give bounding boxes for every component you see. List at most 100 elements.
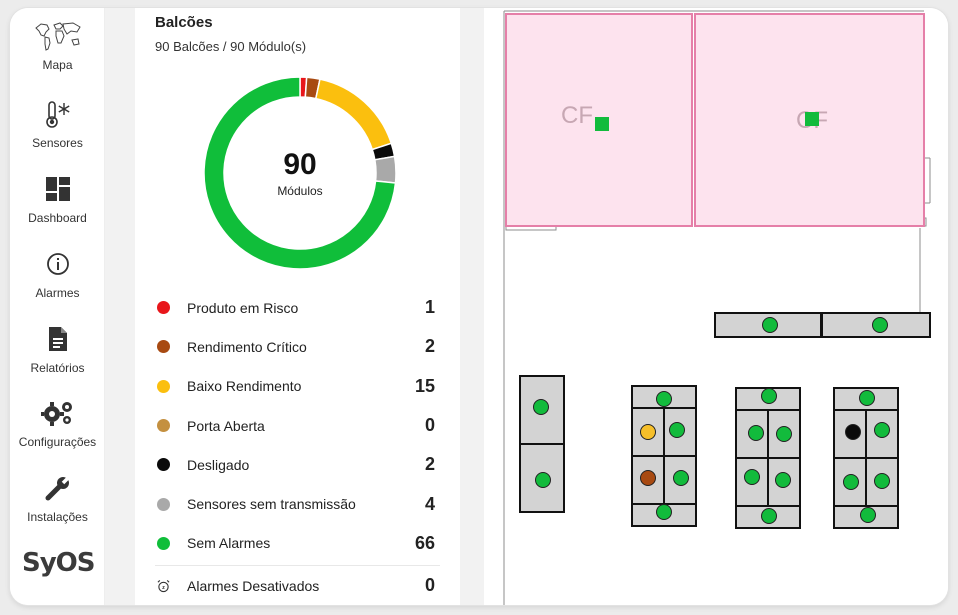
legend-label: Sem Alarmes xyxy=(187,535,271,552)
display-module[interactable] xyxy=(767,409,801,459)
module-sensor-20[interactable] xyxy=(874,473,890,489)
module-sensor-5[interactable] xyxy=(640,424,656,440)
floor-plan: CF CF xyxy=(503,10,931,605)
legend-count: 66 xyxy=(414,532,435,553)
display-modules xyxy=(519,312,931,529)
status-dot xyxy=(157,419,170,433)
sidebar: Mapa Sensores xyxy=(10,8,105,605)
module-sensor-15[interactable] xyxy=(761,508,777,524)
sidebar-item-label: Configurações xyxy=(18,435,97,449)
gutter xyxy=(460,8,484,605)
legend-label: Desligado xyxy=(187,456,250,473)
alarm-clock-off-icon: z xyxy=(157,579,170,593)
app-frame: Mapa Sensores xyxy=(10,8,948,605)
donut-center: 90 Módulos xyxy=(195,68,405,278)
module-sensor-16[interactable] xyxy=(859,390,875,406)
info-icon xyxy=(46,246,70,282)
dashboard-icon xyxy=(45,171,71,207)
legend-row-baixo-rendimento[interactable]: Baixo Rendimento 15 xyxy=(153,367,443,406)
module-sensor-10[interactable] xyxy=(761,388,777,404)
cold-room-label: CF xyxy=(561,102,593,129)
module-sensor-9[interactable] xyxy=(656,504,672,520)
gears-icon xyxy=(40,395,75,431)
cold-room-1[interactable]: CF xyxy=(505,13,693,227)
legend-label: Baixo Rendimento xyxy=(187,378,302,395)
total-modules: 90 xyxy=(283,148,317,181)
store-floor-map[interactable]: CF CF xyxy=(484,8,948,605)
status-dot xyxy=(157,379,170,393)
legend-count: 4 xyxy=(424,493,435,514)
legend-row-alarmes-desativados[interactable]: z Alarmes Desativados 0 xyxy=(153,566,443,605)
module-sensor-19[interactable] xyxy=(843,474,859,490)
legend-row-desligado[interactable]: Desligado 2 xyxy=(153,445,443,484)
module-sensor-3[interactable] xyxy=(535,472,551,488)
legend-row-rendimento-critico[interactable]: Rendimento Crítico 2 xyxy=(153,327,443,366)
donut-slice-6[interactable] xyxy=(203,76,397,270)
sidebar-item-sensores[interactable]: Sensores xyxy=(10,96,105,164)
syos-logo: SyOS xyxy=(22,548,96,592)
status-dot xyxy=(157,458,170,472)
wrench-icon xyxy=(44,470,72,506)
legend-count: 15 xyxy=(414,375,435,396)
legend-row-sensores-sem-transmissao[interactable]: Sensores sem transmissão 4 xyxy=(153,484,443,523)
room-sensor[interactable] xyxy=(805,112,819,126)
panel-subtitle: 90 Balcões / 90 Módulo(s) xyxy=(155,39,307,54)
legend-count: 0 xyxy=(424,575,435,596)
module-sensor-11[interactable] xyxy=(748,425,764,441)
legend-row-produto-em-risco[interactable]: Produto em Risco 1 xyxy=(153,288,443,327)
legend-label: Sensores sem transmissão xyxy=(187,496,356,513)
status-dot xyxy=(157,497,170,511)
legend-count: 1 xyxy=(424,297,435,318)
module-sensor-6[interactable] xyxy=(669,422,685,438)
thermometer-snowflake-icon xyxy=(43,96,73,132)
module-sensor-13[interactable] xyxy=(744,469,760,485)
legend-count: 0 xyxy=(424,415,435,436)
sidebar-item-label: Relatórios xyxy=(30,361,85,375)
panel-title: Balcões xyxy=(155,14,213,31)
module-sensor-12[interactable] xyxy=(776,426,792,442)
module-sensor-0[interactable] xyxy=(762,317,778,333)
sidebar-item-label: Alarmes xyxy=(35,286,80,300)
module-sensor-7[interactable] xyxy=(640,470,656,486)
legend-label: Alarmes Desativados xyxy=(187,577,320,594)
sidebar-item-label: Mapa xyxy=(42,58,73,72)
legend-count: 2 xyxy=(424,454,435,475)
sidebar-item-configuracoes[interactable]: Configurações xyxy=(10,395,105,463)
legend-count: 2 xyxy=(424,336,435,357)
module-sensor-14[interactable] xyxy=(775,472,791,488)
module-sensor-2[interactable] xyxy=(533,399,549,415)
legend-label: Rendimento Crítico xyxy=(187,338,307,355)
sidebar-item-label: Sensores xyxy=(32,136,83,150)
status-dot xyxy=(157,340,170,354)
module-sensor-1[interactable] xyxy=(872,317,888,333)
module-sensor-21[interactable] xyxy=(860,507,876,523)
legend-label: Porta Aberta xyxy=(187,417,265,434)
module-sensor-4[interactable] xyxy=(656,391,672,407)
world-map-icon xyxy=(33,18,83,54)
module-sensor-18[interactable] xyxy=(874,422,890,438)
status-dot xyxy=(157,536,170,550)
legend-row-sem-alarmes[interactable]: Sem Alarmes 66 xyxy=(153,524,443,563)
module-sensor-8[interactable] xyxy=(673,470,689,486)
status-legend: Produto em Risco 1 Rendimento Crítico 2 … xyxy=(153,288,443,605)
sidebar-item-label: Instalações xyxy=(27,510,88,524)
room-sensor[interactable] xyxy=(595,117,609,131)
total-modules-unit: Módulos xyxy=(277,184,323,198)
gutter xyxy=(105,8,135,605)
sidebar-item-label: Dashboard xyxy=(28,211,87,225)
legend-row-porta-aberta[interactable]: Porta Aberta 0 xyxy=(153,406,443,445)
sidebar-item-instalacoes[interactable]: Instalações xyxy=(10,470,105,538)
status-dot xyxy=(157,301,170,315)
sidebar-item-mapa[interactable]: Mapa xyxy=(10,18,105,86)
sidebar-item-alarmes[interactable]: Alarmes xyxy=(10,246,105,314)
cold-room-2[interactable]: CF xyxy=(694,13,925,227)
module-sensor-17[interactable] xyxy=(845,424,861,440)
modules-donut-chart[interactable] xyxy=(195,68,405,278)
summary-panel: Balcões 90 Balcões / 90 Módulo(s) 90 Mód… xyxy=(135,8,460,605)
legend-label: Produto em Risco xyxy=(187,299,299,316)
logo-text: SyOS xyxy=(22,548,96,578)
sidebar-item-relatorios[interactable]: Relatórios xyxy=(10,321,105,389)
sidebar-item-dashboard[interactable]: Dashboard xyxy=(10,171,105,239)
document-icon xyxy=(47,321,69,357)
svg-text:z: z xyxy=(162,585,165,591)
